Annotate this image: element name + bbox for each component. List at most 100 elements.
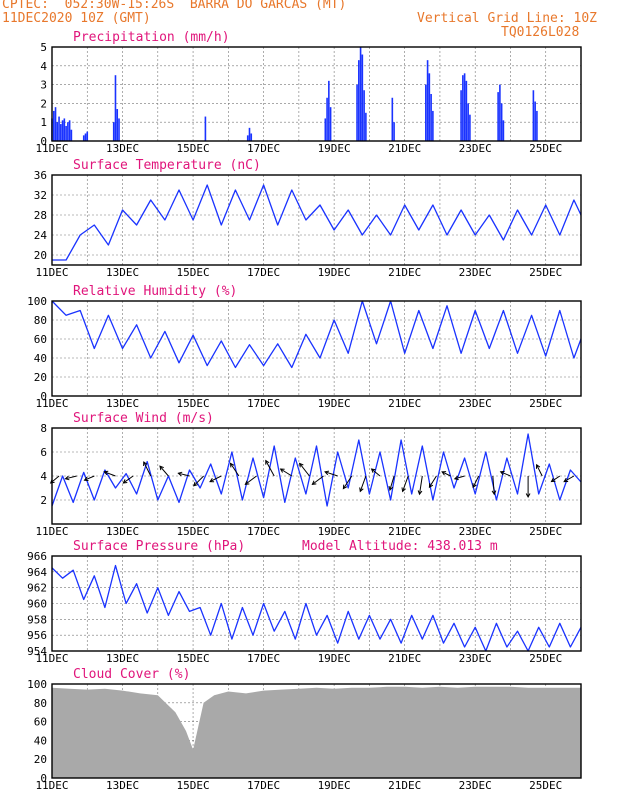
y-tick-label: 28 xyxy=(34,209,47,222)
precip-bar xyxy=(365,112,367,141)
wind-arrow-head xyxy=(229,462,235,468)
x-tick-label: 21DEC xyxy=(388,652,421,665)
wind-arrow-head xyxy=(299,462,304,468)
wind-arrow-head xyxy=(359,487,364,493)
precip-bar xyxy=(63,118,66,141)
x-tick-label: 17DEC xyxy=(247,779,280,792)
x-tick-label: 15DEC xyxy=(177,525,210,538)
wind-arrow xyxy=(500,471,511,477)
precip-bar xyxy=(467,103,469,141)
y-tick-label: 20 xyxy=(34,753,47,766)
panel-humidity: 0 20 40 60 80 100 11DEC 13DEC 15DEC 17DEC 19DEC 21D… xyxy=(27,284,582,410)
wind-arrow xyxy=(193,475,205,487)
panel-frame xyxy=(51,300,582,397)
x-tick-label: 19DEC xyxy=(318,525,351,538)
wind-arrow xyxy=(563,475,575,483)
x-tick-label: 19DEC xyxy=(318,266,351,279)
wind-arrow xyxy=(419,475,423,495)
x-tick-label: 13DEC xyxy=(106,779,139,792)
cloud-area xyxy=(52,686,581,778)
wind-arrow-head xyxy=(311,480,317,486)
x-tick-label: 15DEC xyxy=(177,652,210,665)
wind-arrow xyxy=(123,475,134,484)
precip-bar xyxy=(536,110,538,141)
wind-arrow-head xyxy=(122,479,128,484)
wind-arrow-head xyxy=(265,459,270,465)
precip-bar xyxy=(532,90,535,141)
wind-arrow-head xyxy=(563,477,569,483)
y-tick-label: 100 xyxy=(27,295,47,308)
panel-subtitle: Model Altitude: 438.013 m xyxy=(302,539,498,554)
x-tick-label: 21DEC xyxy=(388,525,421,538)
panel-title: Surface Temperature (nC) xyxy=(73,158,261,173)
wind-arrow-head xyxy=(441,471,447,476)
wind-arrow-head xyxy=(209,478,215,483)
precip-bar xyxy=(60,124,62,141)
panel-pressure: 954 956 958 960 962 964 966 11DEC 13DEC 15DEC 17DE… xyxy=(27,539,582,665)
precip-bar xyxy=(500,103,503,141)
precip-bar xyxy=(428,73,431,141)
wind-arrow-head xyxy=(370,468,376,473)
precip-bar xyxy=(112,122,115,141)
precip-bar xyxy=(502,120,505,141)
wind-arrow-head xyxy=(193,481,198,487)
wind-arrow-head xyxy=(417,490,423,496)
series-line xyxy=(51,564,582,652)
y-tick-label: 3 xyxy=(40,79,47,92)
precip-bar xyxy=(359,47,362,141)
y-tick-label: 36 xyxy=(34,169,47,182)
wind-arrow xyxy=(209,475,222,483)
precip-bar xyxy=(116,109,119,141)
wind-arrow-head xyxy=(388,485,394,491)
wind-arrow-head xyxy=(177,471,183,477)
precip-bar xyxy=(82,135,85,141)
wind-arrow xyxy=(65,475,77,480)
precip-bar xyxy=(84,133,87,141)
precip-bar xyxy=(460,90,462,141)
y-tick-label: 0 xyxy=(40,390,47,403)
x-tick-label: 17DEC xyxy=(247,525,280,538)
precip-bar xyxy=(52,110,55,141)
wind-arrow xyxy=(359,475,367,492)
precip-bar xyxy=(70,129,73,141)
y-tick-label: 40 xyxy=(34,352,47,365)
panel-title: Cloud Cover (%) xyxy=(73,667,190,682)
y-tick-label: 2 xyxy=(40,494,47,507)
x-tick-label: 17DEC xyxy=(247,397,280,410)
y-tick-label: 80 xyxy=(34,314,47,327)
precip-bar xyxy=(248,127,251,141)
series-line xyxy=(51,300,582,369)
precip-bar xyxy=(426,60,429,141)
y-tick-label: 60 xyxy=(34,333,47,346)
y-tick-label: 0 xyxy=(40,772,47,785)
x-tick-label: 25DEC xyxy=(529,779,562,792)
y-tick-label: 32 xyxy=(34,189,47,202)
y-tick-label: 60 xyxy=(34,716,47,729)
x-tick-label: 13DEC xyxy=(106,525,139,538)
x-tick-label: 15DEC xyxy=(177,779,210,792)
y-tick-label: 6 xyxy=(40,446,47,459)
x-tick-label: 21DEC xyxy=(388,397,421,410)
wind-arrow xyxy=(104,471,116,477)
precip-bar xyxy=(250,133,253,141)
wind-arrow xyxy=(402,475,409,492)
wind-arrow-head xyxy=(472,483,477,489)
wind-arrow-head xyxy=(324,470,330,476)
wind-arrow-head xyxy=(103,470,109,476)
precip-bar xyxy=(114,75,117,141)
panel-title: Surface Wind (m/s) xyxy=(73,411,214,426)
panel-frame xyxy=(51,174,582,266)
y-tick-label: 4 xyxy=(40,60,47,73)
panel-title: Relative Humidity (%) xyxy=(73,284,237,299)
precip-bar xyxy=(329,107,332,141)
precip-bar xyxy=(58,116,60,141)
wind-arrow-head xyxy=(159,465,164,471)
wind-arrow-head xyxy=(401,487,406,493)
wind-arrow xyxy=(342,475,353,489)
wind-arrow-head xyxy=(499,470,505,476)
x-tick-label: 11DEC xyxy=(35,142,68,155)
y-tick-label: 964 xyxy=(27,566,47,579)
y-tick-label: 958 xyxy=(27,613,47,626)
precip-bar xyxy=(328,80,330,141)
y-tick-label: 20 xyxy=(34,249,47,262)
